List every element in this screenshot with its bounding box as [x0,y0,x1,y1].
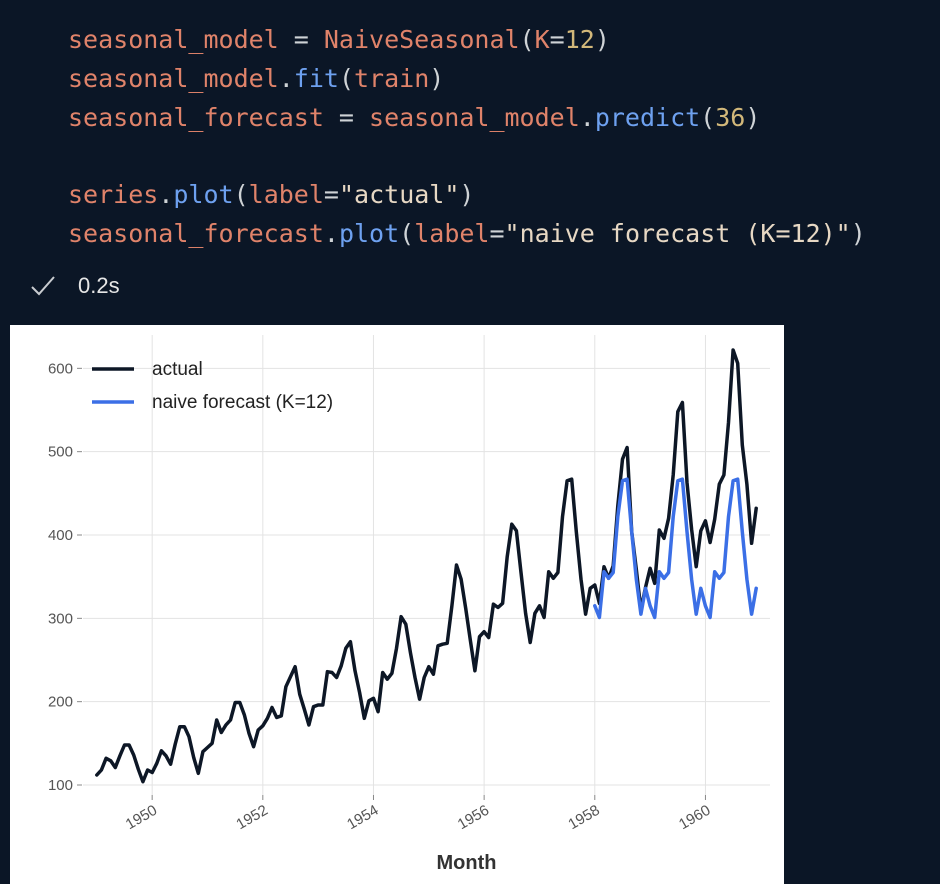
code-token: plot [338,219,400,248]
code-token: seasonal_model [68,64,279,93]
y-tick-label: 300 [48,610,73,627]
code-token: ( [700,103,716,132]
series-line-actual [95,348,758,784]
code-line: seasonal_forecast.plot(label="naive fore… [68,214,866,253]
code-token: = [278,25,324,54]
code-line: seasonal_model = NaiveSeasonal(K=12) [68,20,866,59]
code-line [68,137,866,175]
code-token: "naive forecast (K=12)" [504,219,851,248]
code-token: seasonal_forecast [68,219,324,248]
code-token: ) [745,103,761,132]
code-token: = [489,219,505,248]
code-line: series.plot(label="actual") [68,175,866,214]
execution-status: 0.2s [30,270,120,302]
code-token: . [158,180,174,209]
x-tick-label: 1960 [676,802,713,833]
x-tick-label: 1956 [455,802,492,833]
code-line: seasonal_model.fit(train) [68,59,866,98]
code-token: label [248,180,324,209]
code-token: seasonal_model [68,25,279,54]
code-token: NaiveSeasonal [323,25,520,54]
x-tick-label: 1952 [233,802,270,833]
checkmark-icon [31,276,55,296]
x-tick-label: 1954 [344,802,381,833]
code-line: seasonal_forecast = seasonal_model.predi… [68,98,866,137]
x-tick-label: 1958 [565,802,602,833]
code-token: ) [594,25,610,54]
code-cell[interactable]: seasonal_model = NaiveSeasonal(K=12) seas… [68,20,866,253]
code-token: K [534,25,550,54]
code-token: predict [594,103,701,132]
y-tick-label: 400 [48,527,73,544]
code-token: 36 [715,103,746,132]
code-token: ( [233,180,249,209]
code-token: train [354,64,430,93]
x-axis-title: Month [437,852,497,874]
code-token: ) [429,64,445,93]
code-token: = [323,180,339,209]
execution-time: 0.2s [78,273,120,298]
legend-label: actual [152,359,203,380]
y-tick-label: 500 [48,444,73,461]
code-token: . [323,219,339,248]
legend-label: naive forecast (K=12) [152,392,333,413]
code-token: = [549,25,565,54]
y-tick-label: 200 [48,694,73,711]
code-token: label [414,219,490,248]
plot-output: 100 200 300 400 500 600 1950 1952 1954 1956 1958 19… [10,325,784,884]
y-tick-label: 100 [48,777,73,794]
code-token: ) [850,219,866,248]
x-tick-label: 1950 [123,802,160,833]
code-token: ( [519,25,535,54]
code-token: seasonal_model [369,103,580,132]
y-tick-label: 600 [48,360,73,377]
series-line-forecast [593,477,758,620]
code-token: = [323,103,370,132]
code-token: series [68,180,159,209]
code-token: 12 [564,25,595,54]
code-token: . [278,64,294,93]
code-token: ( [399,219,415,248]
code-token: ) [459,180,475,209]
code-token: . [579,103,595,132]
code-token: seasonal_forecast [68,103,324,132]
code-token: plot [173,180,234,209]
line-chart: 100 200 300 400 500 600 1950 1952 1954 1956 1958 19… [48,335,770,874]
code-token: "actual" [338,180,460,209]
code-token: ( [338,64,354,93]
code-token: fit [293,64,339,93]
